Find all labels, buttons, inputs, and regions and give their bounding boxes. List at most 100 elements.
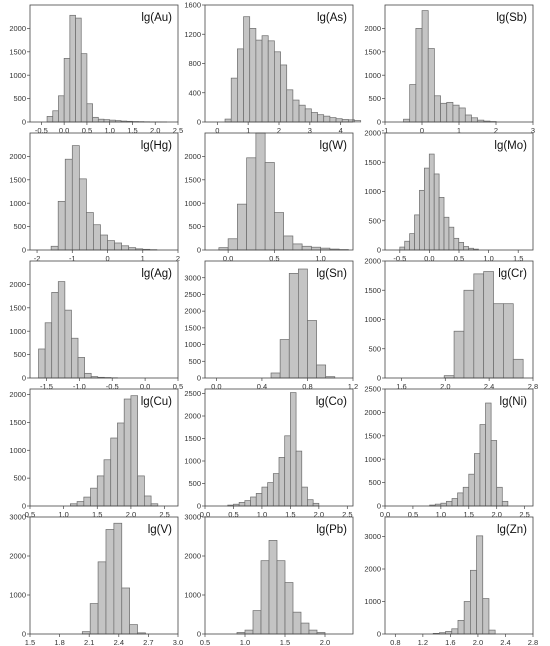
histogram-bar [451, 628, 459, 635]
panel-title: lg(Pb) [316, 524, 347, 536]
x-tick-label: 0.5 [454, 254, 464, 263]
y-tick-label: 0 [197, 246, 201, 255]
histogram-panel: 0 1 2 3 4 0 400 800 1200 1600 lg(As) [184, 1, 362, 135]
histogram-bar [92, 116, 99, 123]
histogram-bar [69, 14, 76, 123]
histogram-bar [399, 246, 406, 251]
histogram-bar [307, 499, 314, 507]
histogram-bar [300, 622, 310, 635]
y-tick-label: 0 [377, 502, 381, 511]
histogram-bar [323, 115, 331, 123]
y-tick-label: 2500 [184, 290, 201, 299]
x-tick-label: 0.5 [200, 638, 210, 646]
histogram-bar [44, 322, 53, 379]
histogram-bar [64, 158, 73, 251]
histogram-bar [244, 629, 254, 635]
x-tick-label: 1.5 [127, 126, 137, 135]
y-tick-label: 3000 [184, 273, 201, 282]
histogram-bar [260, 560, 270, 635]
histogram-bar [288, 273, 299, 379]
histogram-bar [493, 303, 504, 379]
histogram-bar [446, 500, 453, 507]
histogram-bar [452, 104, 460, 123]
plot-frame [29, 4, 179, 123]
x-tick-label: -0.5 [393, 254, 406, 263]
histogram-bar [57, 281, 66, 379]
x-tick-label: 1.0 [240, 638, 250, 646]
histogram-bar [428, 153, 435, 251]
histogram-bar [123, 398, 132, 507]
x-tick-label: 1 [246, 126, 250, 135]
histogram-bar [57, 200, 66, 251]
x-tick-label: 1.8 [54, 638, 64, 646]
plot-frame [29, 260, 179, 379]
histogram-bar [421, 10, 429, 123]
histogram-bar [335, 118, 343, 123]
x-tick-label: 2.0 [126, 510, 136, 519]
x-tick-label: -1.5 [40, 382, 53, 391]
histogram-bar [237, 48, 244, 123]
y-tick-label: 0 [22, 118, 26, 127]
plot-frame [384, 388, 534, 507]
y-tick-label: 0 [197, 630, 201, 639]
histogram-bar [286, 89, 294, 123]
histogram-bar [103, 459, 112, 507]
y-tick-label: 0 [22, 630, 26, 639]
histogram-bar [63, 57, 71, 123]
histogram-bar [404, 240, 410, 251]
y-tick-label: 1000 [9, 446, 26, 455]
x-tick-label: -1.0 [73, 382, 86, 391]
histogram-bar [473, 273, 485, 379]
histogram-bar [249, 28, 257, 123]
x-tick-label: 2 [277, 126, 281, 135]
histogram-bar [453, 330, 465, 379]
x-tick-label: -2 [34, 254, 41, 263]
histogram-bar [284, 582, 294, 635]
panel-title: lg(Co) [316, 396, 347, 408]
histogram-bar [246, 157, 257, 251]
panel-title: lg(Mo) [494, 140, 527, 152]
y-tick-label: 2000 [184, 552, 201, 561]
histogram-bar [409, 233, 415, 251]
x-tick-label: 0.5 [269, 254, 279, 263]
x-tick-label: 2.0 [314, 510, 324, 519]
y-tick-label: 2000 [9, 280, 26, 289]
y-tick-label: 500 [188, 357, 201, 366]
histogram-bar [113, 522, 123, 635]
x-tick-label: 0.5 [408, 510, 418, 519]
histogram-bar [250, 496, 257, 507]
y-tick-label: 2000 [9, 390, 26, 399]
y-tick-label: 2000 [184, 412, 201, 421]
histogram-bar [276, 560, 286, 635]
x-tick-label: 2.5 [519, 510, 529, 519]
y-tick-label: 1500 [184, 323, 201, 332]
x-tick-label: 2.0 [320, 638, 330, 646]
y-tick-label: 0 [377, 630, 381, 639]
y-tick-label: 1000 [364, 71, 381, 80]
histogram-bar [129, 624, 138, 635]
histogram-bar [308, 629, 318, 635]
histogram-bar [463, 246, 469, 251]
histogram-bar [284, 435, 291, 507]
histogram-bar [100, 234, 108, 251]
x-tick-label: 3 [531, 126, 535, 135]
y-tick-label: 2000 [9, 152, 26, 161]
x-tick-label: 2.1 [84, 638, 94, 646]
x-tick-label: 1.5 [280, 638, 290, 646]
histogram-bar [107, 240, 115, 251]
histogram-bar [255, 39, 263, 123]
y-tick-label: 500 [368, 478, 381, 487]
plot-frame [204, 132, 354, 251]
plot-frame [384, 516, 534, 635]
x-tick-label: 0.8 [390, 638, 400, 646]
x-tick-label: 2.8 [528, 638, 538, 646]
y-tick-label: 1000 [364, 315, 381, 324]
x-tick-label: 0.0 [211, 382, 221, 391]
histogram-bar [292, 99, 300, 123]
y-tick-label: 1000 [364, 187, 381, 196]
histogram-bar [317, 114, 325, 123]
histogram-bar [97, 561, 107, 635]
y-tick-label: 1500 [364, 47, 381, 56]
x-tick-label: 1.6 [445, 638, 455, 646]
